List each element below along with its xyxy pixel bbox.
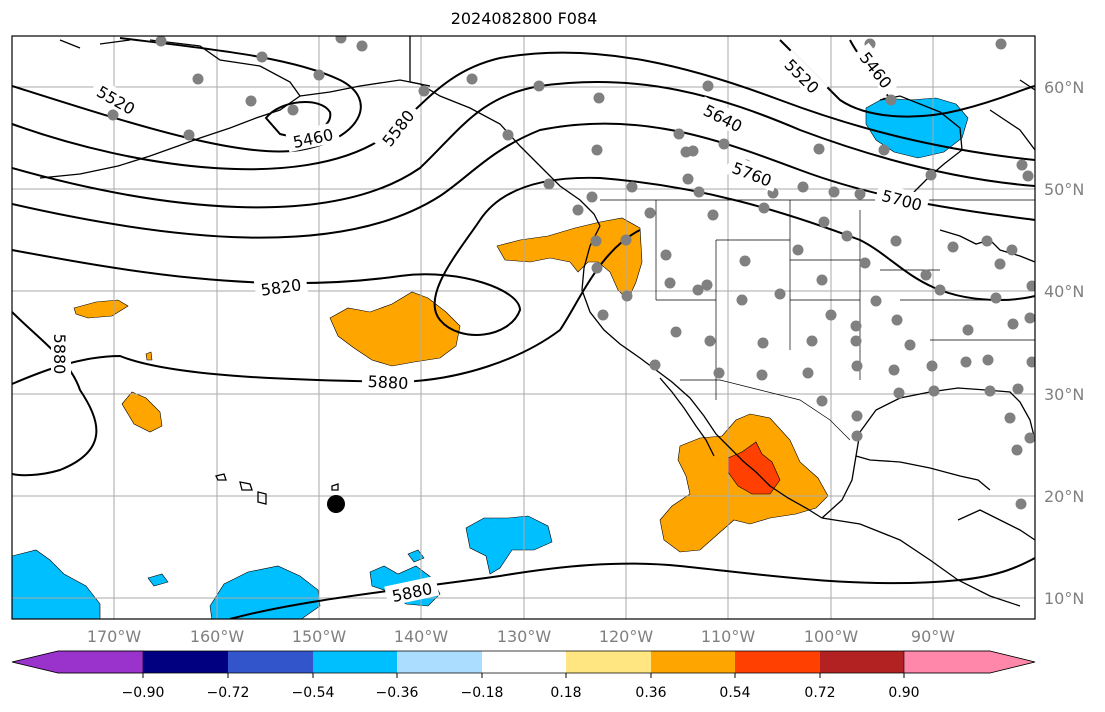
lon-tick-label: 90°W: [911, 627, 955, 646]
lon-tick-label: 160°W: [190, 627, 245, 646]
colorbar-tick-label: 0.72: [804, 685, 835, 701]
colorbar-segment: [11, 650, 144, 674]
colorbar-segment: [313, 651, 397, 673]
colorbar-tick-label: −0.36: [376, 685, 419, 701]
colorbar-tick-label: −0.90: [122, 685, 165, 701]
lat-tick-label: 10°N: [1044, 589, 1084, 608]
political-borders: [600, 199, 1035, 441]
lon-tick-label: 110°W: [701, 627, 756, 646]
colorbar-tick-label: 0.90: [888, 685, 919, 701]
colorbar-segment: [903, 650, 1036, 674]
map-title: 2024082800 F084: [450, 9, 598, 28]
lat-tick-label: 60°N: [1044, 78, 1084, 97]
colorbar-segment: [143, 651, 228, 673]
anomaly-orange-dot: [145, 351, 153, 361]
colorbar-segment: [735, 651, 820, 673]
colorbar-segment: [820, 651, 904, 673]
anomaly-orange-southwest: [121, 391, 163, 433]
lon-tick-label: 150°W: [292, 627, 347, 646]
contour-label: 5880: [50, 334, 69, 375]
colorbar-segment: [651, 651, 735, 673]
lat-tick-label: 40°N: [1044, 282, 1084, 301]
contour-label: 5880: [367, 372, 409, 393]
colorbar-segment: [228, 651, 313, 673]
lat-tick-label: 20°N: [1044, 487, 1084, 506]
colorbar-segment: [566, 651, 651, 673]
lon-tick-label: 120°W: [599, 627, 654, 646]
lat-tick-labels: 60°N 50°N 40°N 30°N 20°N 10°N: [1044, 78, 1084, 608]
colorbar-tick-label: −0.72: [207, 685, 250, 701]
anomaly-orange-midpacific: [329, 291, 461, 367]
colorbar-tick-label: 0.18: [550, 685, 581, 701]
lon-tick-label: 140°W: [394, 627, 449, 646]
lat-tick-label: 30°N: [1044, 385, 1084, 404]
map-border: [11, 35, 1036, 620]
anomaly-blue-south1: [465, 515, 553, 575]
lon-tick-label: 170°W: [87, 627, 142, 646]
colorbar-tick-label: 0.36: [635, 685, 666, 701]
storm-marker[interactable]: [327, 495, 345, 513]
colorbar-tick-label: 0.54: [719, 685, 750, 701]
anomaly-red-mexico: [727, 441, 781, 495]
colorbar-tick-label: −0.54: [292, 685, 335, 701]
anomaly-blue-south5: [147, 573, 169, 587]
anomaly-blue-south6: [407, 549, 425, 563]
colorbar-tick-label: −0.18: [461, 685, 504, 701]
anomaly-blue-south3: [12, 549, 101, 619]
lon-tick-label: 100°W: [804, 627, 859, 646]
lat-tick-label: 50°N: [1044, 180, 1084, 199]
lon-tick-labels: 170°W 160°W 150°W 140°W 130°W 120°W 110°…: [87, 627, 955, 646]
gridlines: [12, 36, 1035, 619]
colorbar: −0.90 −0.72 −0.54 −0.36 −0.18 0.18 0.36 …: [11, 650, 1036, 701]
colorbar-segment: [482, 651, 566, 673]
colorbar-segment: [397, 651, 482, 673]
lon-tick-label: 130°W: [497, 627, 552, 646]
